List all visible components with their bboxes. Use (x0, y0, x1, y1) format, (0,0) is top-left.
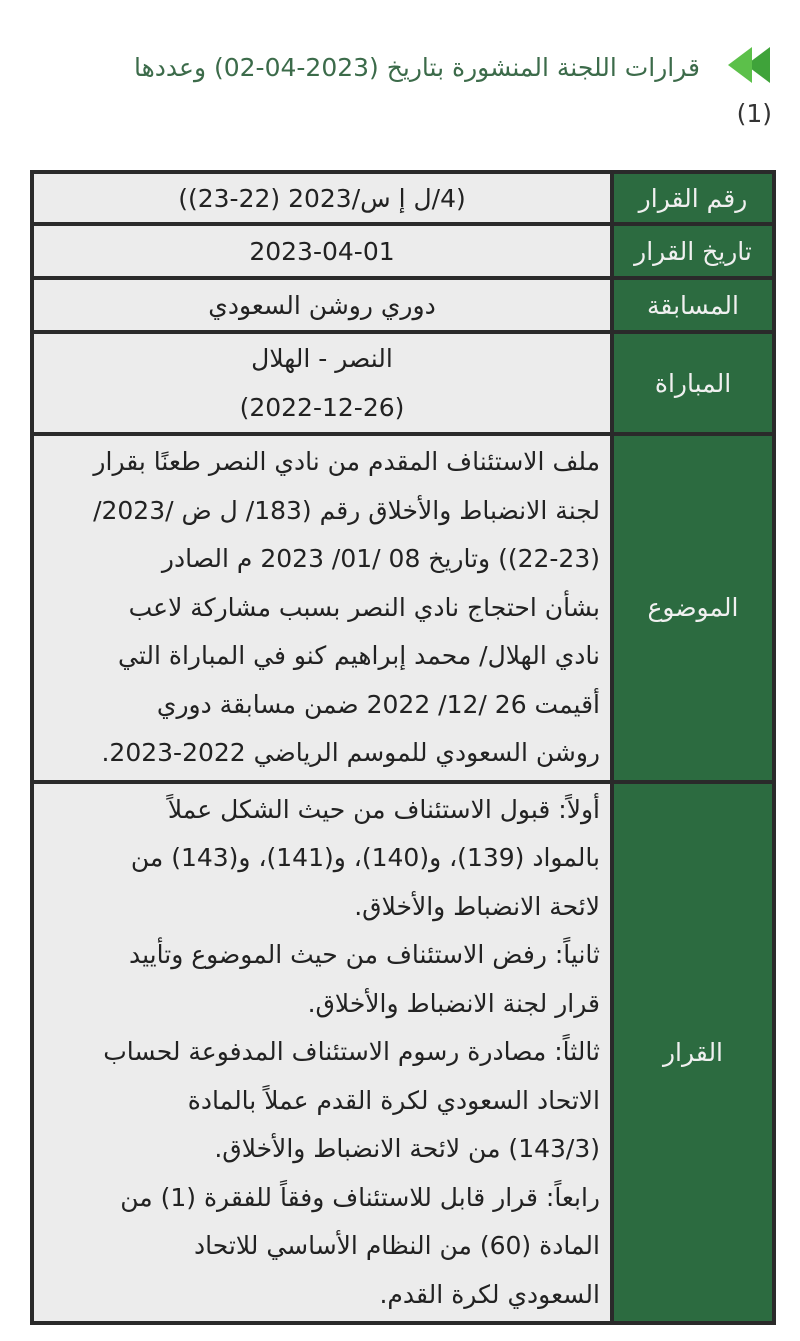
decision-line: ثانياً: رفض الاستئناف من حيث الموضوع وتأ… (129, 940, 600, 969)
match-date: (2022-12-26) (239, 393, 405, 422)
subject-line: بشأن احتجاج نادي النصر بسبب مشاركة لاعب (128, 592, 600, 622)
subject-line: أقيمت 26 /12/ 2022 ضمن مسابقة دوري (156, 689, 600, 719)
label-match: المباراة (610, 330, 776, 436)
label-competition: المسابقة (610, 276, 776, 334)
page-title: قرارات اللجنة المنشورة بتاريخ (2023-04-0… (133, 53, 700, 82)
label-decision: القرار (610, 779, 776, 1325)
decision-line: بالمواد (139)، و(140)، و(141)، و(143) من (130, 843, 600, 872)
value-decision: أولاً: قبول الاستئناف من حيث الشكل عملاً… (30, 779, 614, 1325)
value-decision-number: (4/ل إ س/2023 (22-23)) (30, 170, 614, 226)
value-competition: دوري روشن السعودي (30, 276, 614, 334)
double-arrow-left-icon[interactable] (726, 45, 770, 85)
value-match: النصر - الهلال (2022-12-26) (30, 330, 614, 436)
subject-line: لجنة الانضباط والأخلاق رقم (183/ ل ض /20… (93, 495, 600, 525)
decision-line: المادة (60) من النظام الأساسي للاتحاد (194, 1231, 600, 1260)
label-subject: الموضوع (610, 432, 776, 784)
decision-line: أولاً: قبول الاستئناف من حيث الشكل عملاً (167, 794, 600, 824)
row-decision-date: تاريخ القرار 2023-04-01 (30, 222, 776, 280)
decision-line: ثالثاً: مصادرة رسوم الاستئناف المدفوعة ل… (103, 1037, 600, 1066)
match-teams: النصر - الهلال (251, 344, 393, 373)
row-match: المباراة النصر - الهلال (2022-12-26) (30, 330, 776, 436)
row-decision: القرار أولاً: قبول الاستئناف من حيث الشك… (30, 779, 776, 1325)
decision-table: رقم القرار (4/ل إ س/2023 (22-23)) تاريخ … (30, 170, 776, 1325)
label-decision-number: رقم القرار (610, 170, 776, 226)
subject-line: (22-23)) وتاريخ 08 /01/ 2023 م الصادر (161, 544, 600, 573)
decision-line: رابعاً: قرار قابل للاستئناف وفقاً للفقرة… (120, 1182, 600, 1212)
row-decision-number: رقم القرار (4/ل إ س/2023 (22-23)) (30, 170, 776, 226)
value-decision-date: 2023-04-01 (30, 222, 614, 280)
decision-line: الاتحاد السعودي لكرة القدم عملاً بالمادة (187, 1085, 600, 1115)
subject-line: نادي الهلال/ محمد إبراهيم كنو في المبارا… (118, 641, 600, 670)
decision-line: السعودي لكرة القدم. (379, 1279, 600, 1309)
decision-line: (143/3) من لائحة الانضباط والأخلاق. (214, 1134, 600, 1163)
row-subject: الموضوع ملف الاستئناف المقدم من نادي الن… (30, 432, 776, 784)
value-subject: ملف الاستئناف المقدم من نادي النصر طعنًا… (30, 432, 614, 784)
subject-line: ملف الاستئناف المقدم من نادي النصر طعنًا… (93, 447, 600, 476)
decision-count: (1) (736, 99, 772, 128)
decision-line: قرار لجنة الانضباط والأخلاق. (307, 988, 600, 1018)
decision-line: لائحة الانضباط والأخلاق. (354, 891, 600, 921)
subject-line: روشن السعودي للموسم الرياضي 2022-2023. (101, 738, 600, 767)
label-decision-date: تاريخ القرار (610, 222, 776, 280)
row-competition: المسابقة دوري روشن السعودي (30, 276, 776, 334)
